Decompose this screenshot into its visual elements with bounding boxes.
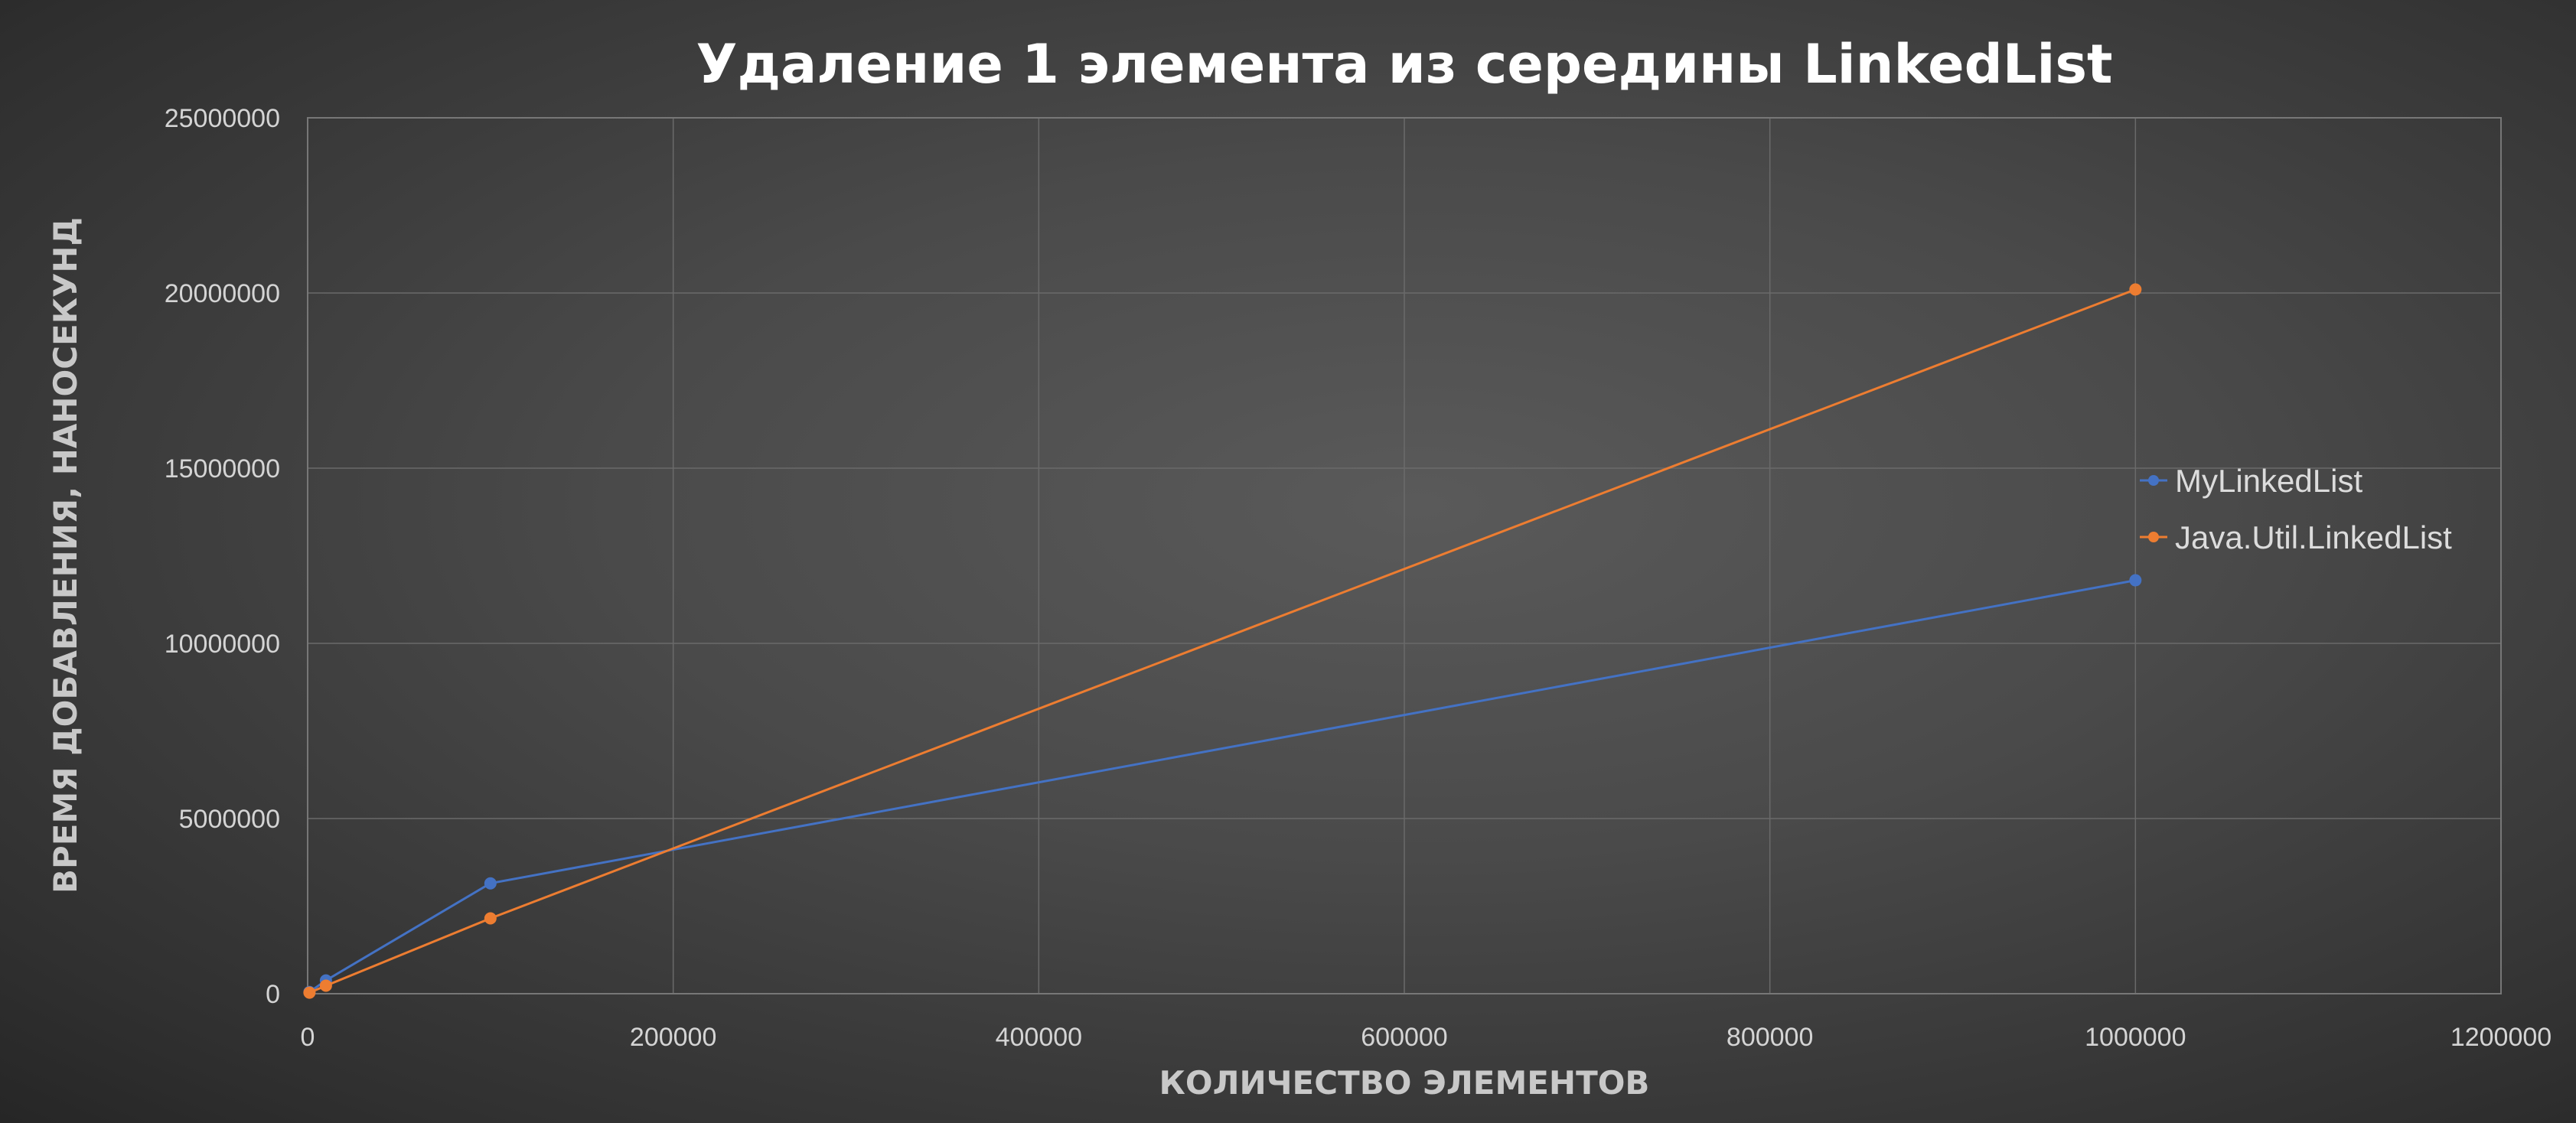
series-1-point (2129, 283, 2142, 296)
y-tick-label: 25000000 (165, 104, 280, 133)
legend-label: MyLinkedList (2175, 463, 2362, 499)
x-axis-title: КОЛИЧЕСТВО ЭЛЕМЕНТОВ (1159, 1064, 1650, 1102)
chart-title: Удаление 1 элемента из середины LinkedLi… (696, 33, 2113, 96)
series-1-point (484, 912, 497, 925)
legend: MyLinkedList Java.Util.LinkedList (2140, 463, 2452, 555)
y-tick-label: 0 (266, 980, 280, 1009)
x-tick-label: 600000 (1361, 1023, 1447, 1052)
series-1-point (319, 979, 332, 992)
x-tick-label: 200000 (630, 1023, 716, 1052)
x-tick-label: 400000 (996, 1023, 1082, 1052)
plot-area-border (307, 117, 2502, 994)
y-tick-label: 5000000 (179, 805, 280, 834)
x-tick-label: 800000 (1727, 1023, 1813, 1052)
series-1-point (303, 986, 316, 999)
series-group (303, 283, 2142, 999)
tick-labels: 0500000010000000150000002000000025000000… (165, 104, 2552, 1052)
y-tick-label: 20000000 (165, 279, 280, 308)
legend-swatch-marker (2148, 475, 2159, 486)
x-tick-label: 1000000 (2085, 1023, 2186, 1052)
y-tick-label: 10000000 (165, 630, 280, 659)
x-tick-label: 0 (301, 1023, 315, 1052)
x-tick-label: 1200000 (2450, 1023, 2552, 1052)
series-line-1 (308, 288, 2136, 994)
series-line-0 (308, 579, 2136, 993)
series-0-point (484, 877, 497, 890)
legend-label: Java.Util.LinkedList (2175, 519, 2452, 555)
y-axis-title: ВРЕМЯ ДОБАВЛЕНИЯ, НАНОСЕКУНД (47, 217, 84, 894)
legend-swatch-marker (2148, 532, 2159, 542)
y-tick-label: 15000000 (165, 454, 280, 483)
series-0-point (2129, 574, 2142, 587)
